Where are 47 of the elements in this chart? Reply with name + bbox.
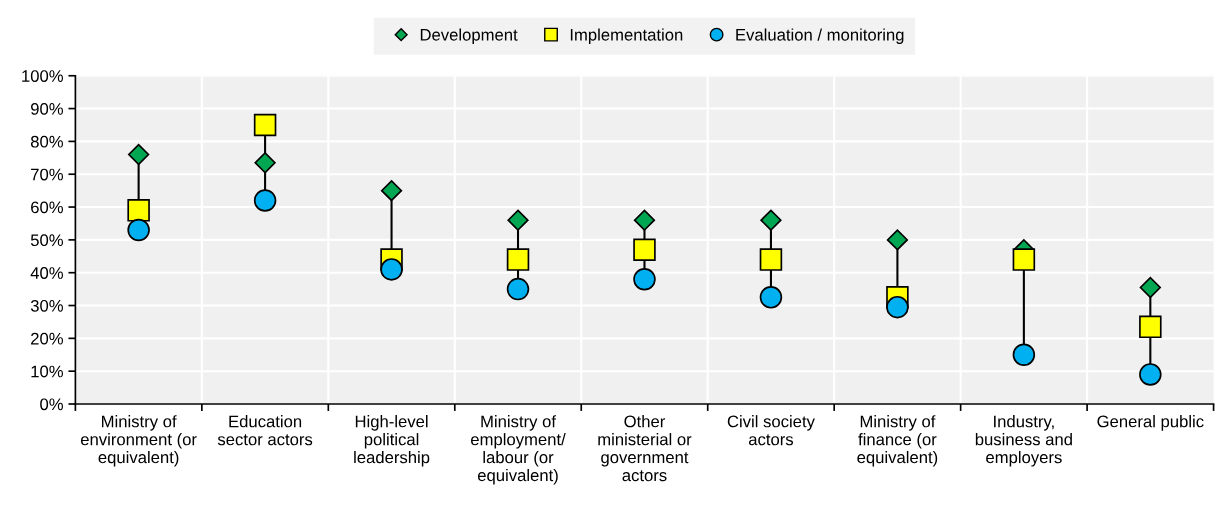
point [1012, 248, 1036, 271]
y-tick-label: 40% [30, 267, 63, 279]
legend-label: Implementation [570, 28, 683, 44]
point [506, 277, 530, 301]
point [506, 248, 530, 271]
x-tick-label: Education sector actors [217, 415, 313, 446]
point [633, 268, 656, 291]
point [127, 143, 150, 166]
point [253, 113, 277, 137]
point [254, 152, 276, 174]
y-tick-label: 10% [31, 365, 63, 378]
point [380, 258, 403, 281]
y-tick-label: 100% [22, 70, 63, 82]
x-tick-label: High-level political leadership [354, 415, 430, 467]
x-tick-label: General public [1097, 415, 1204, 431]
point [1139, 315, 1162, 339]
x-tick-label: Ministry of environment (or equivalent) [80, 415, 197, 467]
point [127, 218, 150, 242]
point [760, 209, 782, 231]
y-tick-label: 30% [30, 299, 63, 312]
point [507, 209, 529, 231]
point [1139, 363, 1162, 386]
y-tick-label: 50% [30, 234, 63, 247]
point [127, 199, 150, 222]
legend-label: Development [420, 28, 518, 44]
point [1139, 276, 1161, 299]
y-tick-label: 20% [31, 332, 63, 345]
point [1012, 343, 1036, 367]
x-tick-label: Ministry of finance (or equivalent) [857, 415, 938, 467]
x-tick-label: Civil society actors [727, 415, 815, 446]
point [886, 229, 909, 251]
x-tick-label: Other ministerial or government actors [598, 415, 692, 482]
y-tick-label: 0% [40, 398, 63, 411]
y-tick-label: 70% [31, 168, 63, 181]
point [633, 209, 656, 231]
point [380, 179, 403, 202]
y-tick-label: 60% [31, 201, 63, 214]
point [886, 295, 909, 319]
legend-label: Evaluation / monitoring [736, 28, 904, 44]
point [759, 248, 783, 271]
y-tick-label: 80% [30, 135, 63, 148]
point [633, 238, 656, 261]
point [759, 286, 783, 309]
y-tick-label: 90% [31, 102, 63, 115]
point [253, 189, 277, 212]
x-tick-label: Ministry of employment/ labour (or equivalent) [471, 415, 566, 485]
x-tick-label: Industry, business and employers [975, 415, 1072, 467]
